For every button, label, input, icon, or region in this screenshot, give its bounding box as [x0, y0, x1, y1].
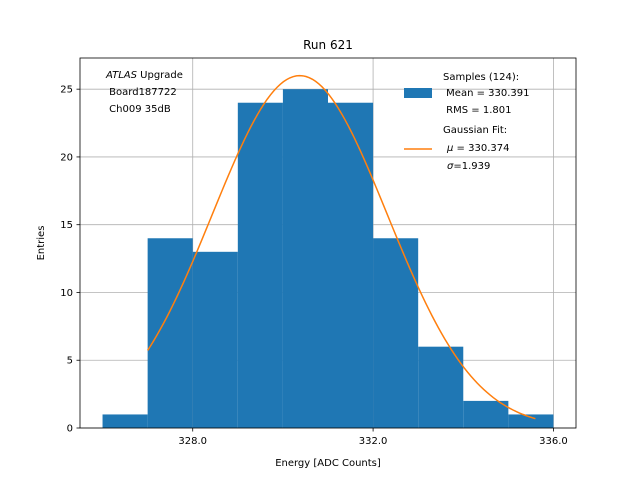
y-axis-ticks: 0 5 10 15 20 25 [60, 85, 80, 435]
y-tick-label: 20 [60, 152, 73, 163]
histogram-bars [102, 89, 554, 429]
y-tick-label: 25 [60, 85, 73, 96]
histogram-bar [508, 414, 554, 428]
legend-fit-line-2: μ = 330.374 [446, 143, 509, 154]
annotation-atlas: ATLAS [105, 70, 138, 81]
x-tick-label: 336.0 [539, 436, 568, 447]
x-axis-label: Energy [ADC Counts] [275, 458, 381, 469]
histogram-bar [282, 89, 328, 429]
legend-sigma-value: =1.939 [453, 161, 490, 172]
x-tick-label: 332.0 [359, 436, 388, 447]
legend-sigma-symbol: σ [447, 161, 454, 172]
legend-fit-line-1: Gaussian Fit: [443, 125, 507, 136]
legend-samples-swatch [404, 88, 432, 98]
gaussian-fit-curve [147, 74, 536, 420]
histogram-bar [237, 102, 283, 428]
histogram-bar [418, 346, 464, 428]
annotation-upgrade: Upgrade [137, 70, 183, 81]
annotation-line-2: Board187722 [106, 87, 177, 98]
x-tick-label: 328.0 [178, 436, 207, 447]
legend-samples-line-3: RMS = 1.801 [443, 105, 511, 116]
plot-frame [79, 57, 577, 429]
y-tick-label: 10 [60, 288, 73, 299]
legend-fit-line-3: σ=1.939 [447, 161, 490, 172]
histogram-bar [463, 400, 509, 428]
histogram-bar [328, 102, 374, 428]
y-tick-label: 0 [67, 424, 73, 435]
annotation-line-1: ATLAS Upgrade [105, 70, 183, 81]
legend-samples-line-1: Samples (124): [443, 72, 519, 83]
annotation-line-3: Ch009 35dB [106, 104, 171, 115]
histogram-bar [192, 251, 238, 428]
gaussian-fit-line [147, 74, 536, 420]
legend: Samples (124): Mean = 330.391 RMS = 1.80… [404, 72, 530, 172]
chart-title: Run 621 [303, 38, 353, 52]
histogram-bar [147, 238, 193, 428]
legend-mu-value: = 330.374 [453, 143, 509, 154]
legend-samples-line-2: Mean = 330.391 [443, 88, 530, 99]
histogram-bar [373, 238, 419, 428]
histogram-bar [102, 414, 148, 428]
x-axis-ticks: 328.0 332.0 336.0 [178, 428, 568, 447]
y-axis-label: Entries [36, 226, 47, 261]
atlas-annotation: ATLAS Upgrade Board187722 Ch009 35dB [105, 70, 183, 115]
y-tick-label: 5 [67, 356, 73, 367]
legend-mu-symbol: μ [446, 143, 453, 154]
y-tick-label: 15 [60, 220, 73, 231]
